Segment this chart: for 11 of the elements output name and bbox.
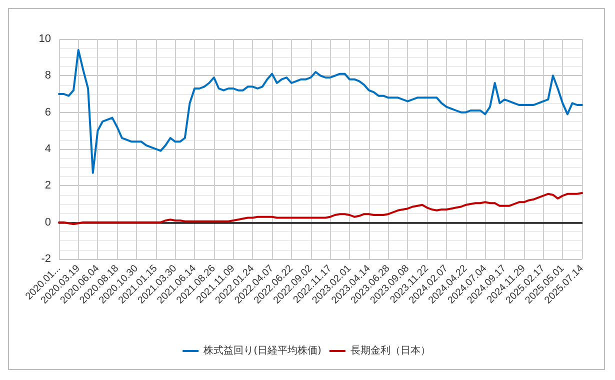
- legend-label: 長期金利（日本）: [350, 344, 430, 356]
- line-series: [58, 192, 583, 226]
- y-tick-label: 2: [44, 180, 51, 192]
- line-series: [58, 49, 583, 174]
- y-tick-label: 4: [44, 143, 51, 155]
- y-tick-label: 6: [44, 106, 51, 118]
- legend-label: 株式益回り(日経平均株価): [202, 344, 322, 356]
- y-tick-label: 0: [44, 216, 51, 228]
- y-tick-label: 10: [38, 33, 51, 45]
- y-tick-label: -2: [41, 253, 51, 265]
- y-tick-label: 8: [44, 70, 51, 82]
